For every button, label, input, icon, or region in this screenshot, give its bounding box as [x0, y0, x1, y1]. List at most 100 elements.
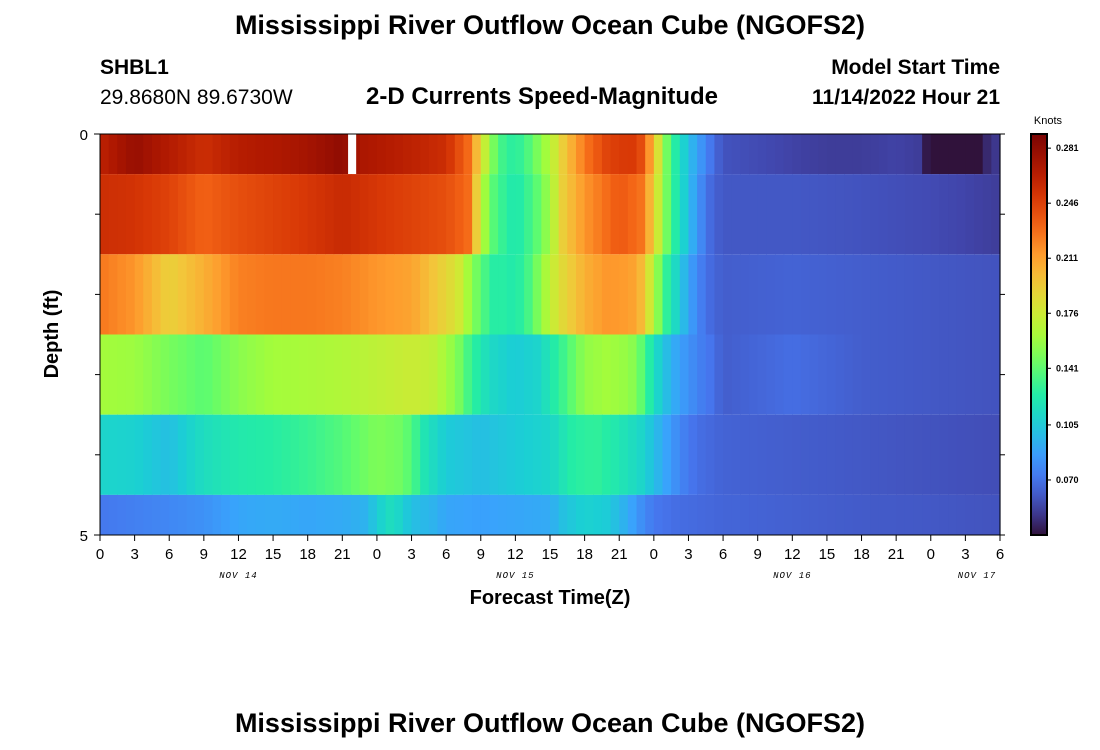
heatmap-cell — [117, 174, 127, 255]
heatmap-cell — [160, 254, 170, 335]
heatmap-cell — [325, 334, 335, 415]
heatmap-cell — [636, 174, 646, 255]
heatmap-cell — [281, 174, 291, 255]
heatmap-cell — [679, 334, 690, 415]
heatmap-cell — [679, 254, 690, 335]
heatmap-cell — [506, 174, 516, 255]
heatmap-cell — [143, 414, 153, 495]
heatmap-cell — [757, 494, 767, 535]
heatmap-cell — [195, 334, 205, 415]
colorbar-tick-label: 0.070 — [1056, 475, 1079, 485]
heatmap-cell — [385, 254, 395, 335]
heatmap-cell — [956, 174, 966, 255]
heatmap-cell — [800, 334, 811, 415]
heatmap-cell — [809, 134, 819, 175]
heatmap-cell — [463, 174, 473, 255]
heatmap-cell — [307, 134, 317, 175]
heatmap-cell — [359, 254, 369, 335]
heatmap-cell — [480, 334, 491, 415]
heatmap-cell — [498, 254, 508, 335]
heatmap-cell — [446, 254, 456, 335]
heatmap-cell — [775, 254, 785, 335]
colorbar-tick-label: 0.246 — [1056, 198, 1079, 208]
heatmap-cell — [411, 134, 421, 175]
heatmap-cell — [783, 494, 793, 535]
heatmap-cell — [601, 334, 612, 415]
heatmap-cell — [922, 134, 932, 175]
heatmap-cell — [714, 334, 724, 415]
heatmap-cell — [723, 174, 733, 255]
heatmap-cell — [376, 414, 387, 495]
heatmap-cell — [264, 414, 274, 495]
heatmap-cell — [688, 174, 698, 255]
heatmap-cell — [411, 254, 421, 335]
heatmap-cell — [948, 174, 958, 255]
heatmap-cell — [861, 174, 871, 255]
heatmap-cell — [177, 134, 188, 175]
day-label: NOV 15 — [496, 571, 534, 581]
heatmap-cell — [610, 414, 620, 495]
x-tick-label: 9 — [754, 546, 762, 563]
heatmap-cell — [489, 134, 499, 175]
heatmap-cell — [342, 334, 352, 415]
heatmap-cell — [325, 494, 335, 535]
heatmap-cell — [532, 174, 542, 255]
heatmap-cell — [679, 174, 690, 255]
heatmap-cell — [428, 414, 439, 495]
heatmap-cell — [325, 414, 335, 495]
heatmap-cell — [125, 254, 136, 335]
heatmap-cell — [342, 174, 352, 255]
heatmap-cell — [723, 134, 733, 175]
heatmap-cell — [653, 414, 664, 495]
heatmap-cell — [792, 334, 802, 415]
heatmap-cell — [394, 334, 404, 415]
heatmap-cell — [766, 254, 776, 335]
y-tick-label: 5 — [80, 528, 88, 545]
heatmap-cell — [645, 134, 655, 175]
heatmap-cell — [108, 174, 118, 255]
heatmap-cell — [290, 414, 300, 495]
heatmap-cell — [991, 494, 1001, 535]
heatmap-cell — [489, 494, 499, 535]
heatmap-cell — [489, 174, 499, 255]
heatmap-cell — [212, 134, 222, 175]
heatmap-cell — [238, 414, 248, 495]
heatmap-cell — [454, 334, 465, 415]
heatmap-cell — [714, 174, 724, 255]
heatmap-cell — [273, 134, 283, 175]
heatmap-cell — [385, 134, 395, 175]
x-axis-title: Forecast Time(Z) — [470, 587, 631, 609]
heatmap-cell — [575, 494, 586, 535]
heatmap-cell — [221, 414, 231, 495]
heatmap-cell — [870, 414, 880, 495]
chart-axes: 0 3 6 9 12 15 18 21 0 3 6 9 12 15 18 21 0 3 6 9 12 15 18 21 0 3 6N… — [80, 127, 1005, 581]
heatmap-cell — [662, 414, 672, 495]
heatmap-cell — [558, 414, 568, 495]
heatmap-cell — [108, 334, 118, 415]
heatmap-cell — [982, 254, 992, 335]
chart-title: Mississippi River Outflow Ocean Cube (NG… — [234, 10, 866, 40]
heatmap-cell — [731, 414, 741, 495]
heatmap-cell — [273, 494, 283, 535]
heatmap-cell — [333, 334, 343, 415]
heatmap-cell — [627, 174, 638, 255]
heatmap-cell — [636, 334, 646, 415]
heatmap-cell — [255, 494, 266, 535]
day-label: NOV 16 — [773, 571, 811, 581]
heatmap-cell — [376, 254, 387, 335]
heatmap-cell — [766, 494, 776, 535]
heatmap-cell — [939, 134, 949, 175]
heatmap-cell — [151, 254, 162, 335]
heatmap-cell — [904, 134, 915, 175]
heatmap-cell — [601, 414, 612, 495]
heatmap-cell — [316, 174, 326, 255]
x-tick-label: 18 — [299, 546, 316, 563]
heatmap-cell — [627, 494, 638, 535]
heatmap-cell — [792, 254, 802, 335]
heatmap-cell — [402, 334, 413, 415]
heatmap-cell — [333, 414, 343, 495]
heatmap-cell — [653, 134, 664, 175]
heatmap-cell — [411, 414, 421, 495]
heatmap-cell — [653, 174, 664, 255]
heatmap-cell — [714, 254, 724, 335]
